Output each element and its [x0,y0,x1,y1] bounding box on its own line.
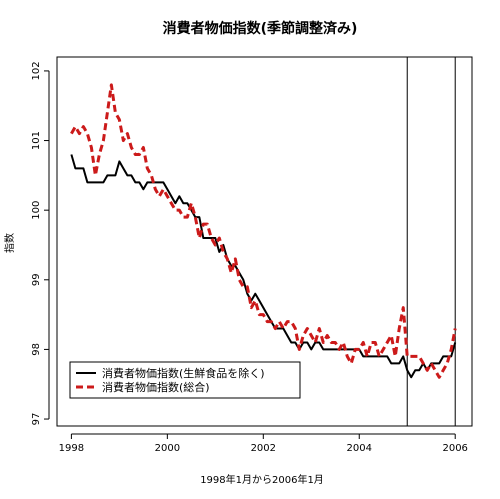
x-axis: 1998 2000 2002 2004 2006 [59,433,468,454]
y-tick-label: 102 [31,61,42,80]
x-tick-label: 2006 [442,443,467,454]
legend-box [69,361,301,399]
y-axis: 97 98 99 100 101 102 [31,61,50,426]
legend-label-core: 消費者物価指数(生鮮食品を除く) [102,366,265,380]
y-tick-label: 101 [31,131,42,150]
legend: 消費者物価指数(生鮮食品を除く) 消費者物価指数(総合) [69,361,301,399]
legend-label-headline: 消費者物価指数(総合) [102,380,210,394]
x-tick-label: 2004 [347,443,372,454]
x-tick-label: 2002 [251,443,276,454]
y-axis-label: 指数 [3,233,16,253]
x-axis-label: 1998年1月から2006年1月 [200,473,324,486]
series-line-headline [70,83,457,379]
y-tick-label: 99 [31,273,42,286]
reference-lines [406,57,456,426]
x-tick-label: 2000 [155,443,180,454]
y-tick-label: 98 [31,343,42,356]
plot-frame [56,56,473,427]
y-tick-label: 97 [31,413,42,426]
y-tick-label: 100 [31,201,42,220]
series-line-core [70,154,457,379]
x-tick-label: 1998 [59,443,84,454]
chart-title: 消費者物価指数(季節調整済み) [163,20,358,37]
series-layer [70,83,457,379]
